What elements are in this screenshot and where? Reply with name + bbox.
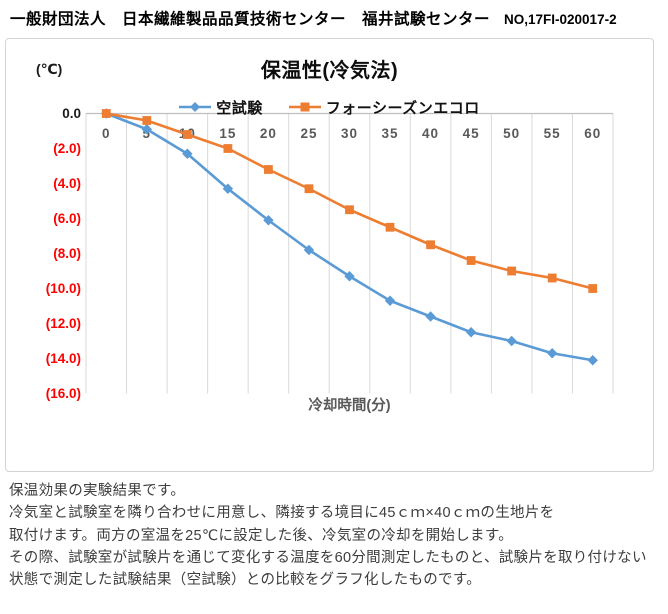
chart-panel: 0510152025303540455055600.0(2.0)(4.0)(6.…: [5, 38, 654, 472]
series-0-marker: [546, 348, 558, 359]
series-1-marker: [264, 165, 273, 174]
y-tick-label: (8.0): [53, 246, 81, 261]
series-0-line: [104, 112, 595, 362]
series-1-marker: [466, 256, 476, 265]
x-tick-label: 40: [422, 126, 439, 141]
legend-label: 空試験: [216, 99, 263, 117]
x-tick-label: 55: [544, 126, 561, 141]
series-1-marker: [101, 109, 111, 118]
y-tick-label: (6.0): [53, 211, 81, 226]
description-line: 状態で測定した試験結果（空試験）との比較をグラフ化したものです。: [9, 572, 482, 589]
series-1-marker: [588, 284, 598, 293]
y-tick-label: (16.0): [46, 386, 81, 401]
series-0-marker: [344, 271, 355, 282]
report-number: NO,17FI-020017-2: [504, 12, 617, 27]
legend-item-1: フォーシーズンエコロ: [288, 97, 480, 118]
report-header: 一般財団法人 日本繊維製品品質技術センター 福井試験センター NO,17FI-0…: [10, 7, 660, 29]
series-1-marker: [304, 184, 314, 194]
description-text: 保温効果の実験結果です。冷気室と試験室を隣り合わせに用意し、隣接する境目に45ｃ…: [9, 480, 659, 591]
legend-square-marker-icon: [288, 102, 321, 112]
description-line: 取付けます。両方の室温を25℃に設定した後、冷気室の冷却を開始します。: [9, 527, 514, 544]
x-tick-label: 20: [260, 126, 277, 141]
series-0-marker: [465, 327, 477, 338]
y-tick-label: (14.0): [46, 351, 81, 366]
series-0-marker: [425, 311, 436, 322]
series-1-marker: [223, 144, 233, 153]
description-line: その際、試験室が試験片を通じて変化する温度を60分間測定したものと、試験片を取り…: [9, 549, 647, 566]
series-0-marker: [303, 244, 315, 256]
x-tick-label: 30: [341, 126, 358, 141]
x-tick-label: 60: [584, 126, 601, 141]
y-tick-label: (4.0): [53, 176, 81, 191]
chart-title: 保温性(冷気法): [260, 60, 399, 82]
x-axis-title: 冷却時間(分): [308, 396, 390, 414]
organization-title: 一般財団法人 日本繊維製品品質技術センター 福井試験センター: [10, 11, 491, 28]
series-1-marker: [345, 205, 354, 215]
chart-legend: 空試験 フォーシーズンエコロ: [6, 97, 653, 117]
y-tick-label: (10.0): [46, 281, 81, 296]
description-line: 冷気室と試験室を隣り合わせに用意し、隣接する境目に45ｃｍ×40ｃｍの生地片を: [9, 505, 555, 522]
series-0-marker: [587, 355, 598, 366]
series-0-marker: [263, 215, 274, 226]
legend-item-0: 空試験: [179, 97, 263, 118]
series-1-marker: [507, 266, 517, 276]
x-tick-label: 45: [463, 126, 480, 141]
description-line: 保温効果の実験結果です。: [9, 483, 186, 499]
series-0-marker: [222, 183, 234, 194]
series-0-marker: [141, 124, 153, 135]
y-tick-label: (2.0): [53, 141, 81, 156]
series-1-marker: [142, 116, 152, 125]
series-1-marker: [385, 222, 395, 232]
x-tick-label: 25: [300, 126, 317, 141]
x-tick-label: 15: [219, 126, 236, 141]
series-1-marker: [547, 273, 557, 283]
y-axis-unit-label: (℃): [36, 61, 63, 77]
series-0-marker: [384, 295, 396, 306]
line-chart-plot: 0510152025303540455055600.0(2.0)(4.0)(6.…: [46, 106, 614, 414]
x-tick-label: 50: [503, 126, 520, 141]
legend-diamond-marker-icon: [179, 102, 212, 112]
series-1-marker: [426, 240, 435, 250]
series-1-marker: [182, 130, 192, 139]
series-0-marker: [506, 335, 517, 347]
x-tick-label: 35: [382, 126, 399, 141]
x-tick-label: 0: [102, 126, 111, 141]
y-tick-label: (12.0): [46, 316, 81, 331]
legend-label: フォーシーズンエコロ: [325, 99, 480, 117]
y-tick-label: 0.0: [62, 106, 81, 121]
